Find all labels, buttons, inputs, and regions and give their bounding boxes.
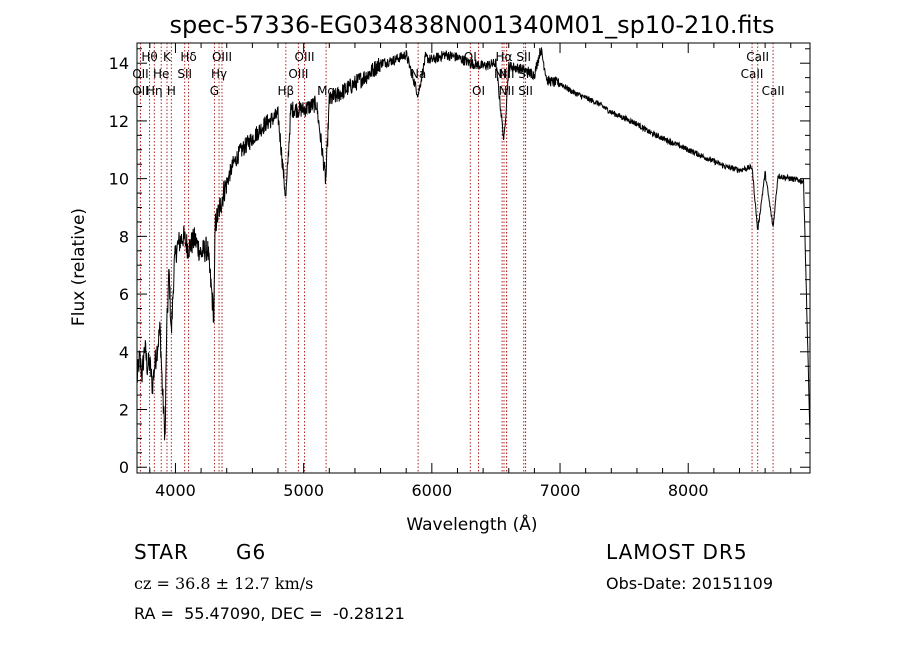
obs-date: Obs-Date: 20151109 (606, 574, 774, 593)
line-label: Hγ (211, 67, 227, 81)
coordinates-text: RA = 55.47090, DEC = -0.28121 (134, 604, 405, 623)
object-class: STAR (134, 540, 189, 564)
line-label: G (210, 84, 219, 98)
y-axis-label: Flux (relative) (69, 208, 89, 326)
x-tick-label: 4000 (155, 481, 196, 500)
plot-frame (136, 42, 811, 474)
line-label: K (163, 50, 172, 64)
line-label: H (167, 84, 176, 98)
x-tick-label: 5000 (283, 481, 324, 500)
chart-title: spec-57336-EG034838N001340M01_sp10-210.f… (170, 11, 775, 39)
line-label: Hη (146, 84, 163, 98)
x-tick-label: 8000 (668, 481, 709, 500)
x-tick-label: 7000 (540, 481, 581, 500)
spectrum-line (136, 47, 811, 441)
line-label: OIII (212, 50, 232, 64)
x-tick-label: 6000 (411, 481, 452, 500)
y-tick-label: 12 (109, 112, 129, 131)
line-label: OIII (295, 50, 315, 64)
line-label: OII (132, 84, 149, 98)
line-label: OI (472, 84, 485, 98)
y-tick-label: 10 (109, 170, 129, 189)
y-tick-label: 2 (119, 401, 129, 420)
y-tick-label: 8 (119, 227, 129, 246)
line-label: CaII (741, 67, 764, 81)
line-label: Hα (496, 50, 513, 64)
y-tick-label: 0 (119, 458, 129, 477)
line-label: SII (516, 50, 531, 64)
survey-name: LAMOST DR5 (606, 540, 748, 564)
y-tick-label: 6 (119, 285, 129, 304)
line-label: CaII (746, 50, 769, 64)
line-label: OIII (288, 67, 308, 81)
axis-ticks (137, 43, 810, 473)
y-tick-label: 4 (119, 343, 129, 362)
axis-tick-labels: 4000 5000 6000 7000 8000 0 2 4 6 8 10 12 14 (109, 54, 709, 500)
y-tick-label: 14 (109, 54, 129, 73)
line-label: SII (518, 84, 533, 98)
spectral-line-markers (139, 43, 774, 473)
line-label: NII (499, 67, 515, 81)
line-label: Hβ (277, 84, 294, 98)
line-label: OII (132, 67, 149, 81)
object-subclass: G6 (236, 540, 267, 564)
line-label: Hθ (141, 50, 157, 64)
line-label: Hδ (180, 50, 196, 64)
x-axis-label: Wavelength (Å) (406, 513, 537, 535)
line-label: He (153, 67, 169, 81)
line-label: SII (177, 67, 192, 81)
line-label: CaII (762, 84, 785, 98)
redshift-text: cz = 36.8 ± 12.7 km/s (134, 574, 314, 593)
line-label: NII (499, 84, 515, 98)
